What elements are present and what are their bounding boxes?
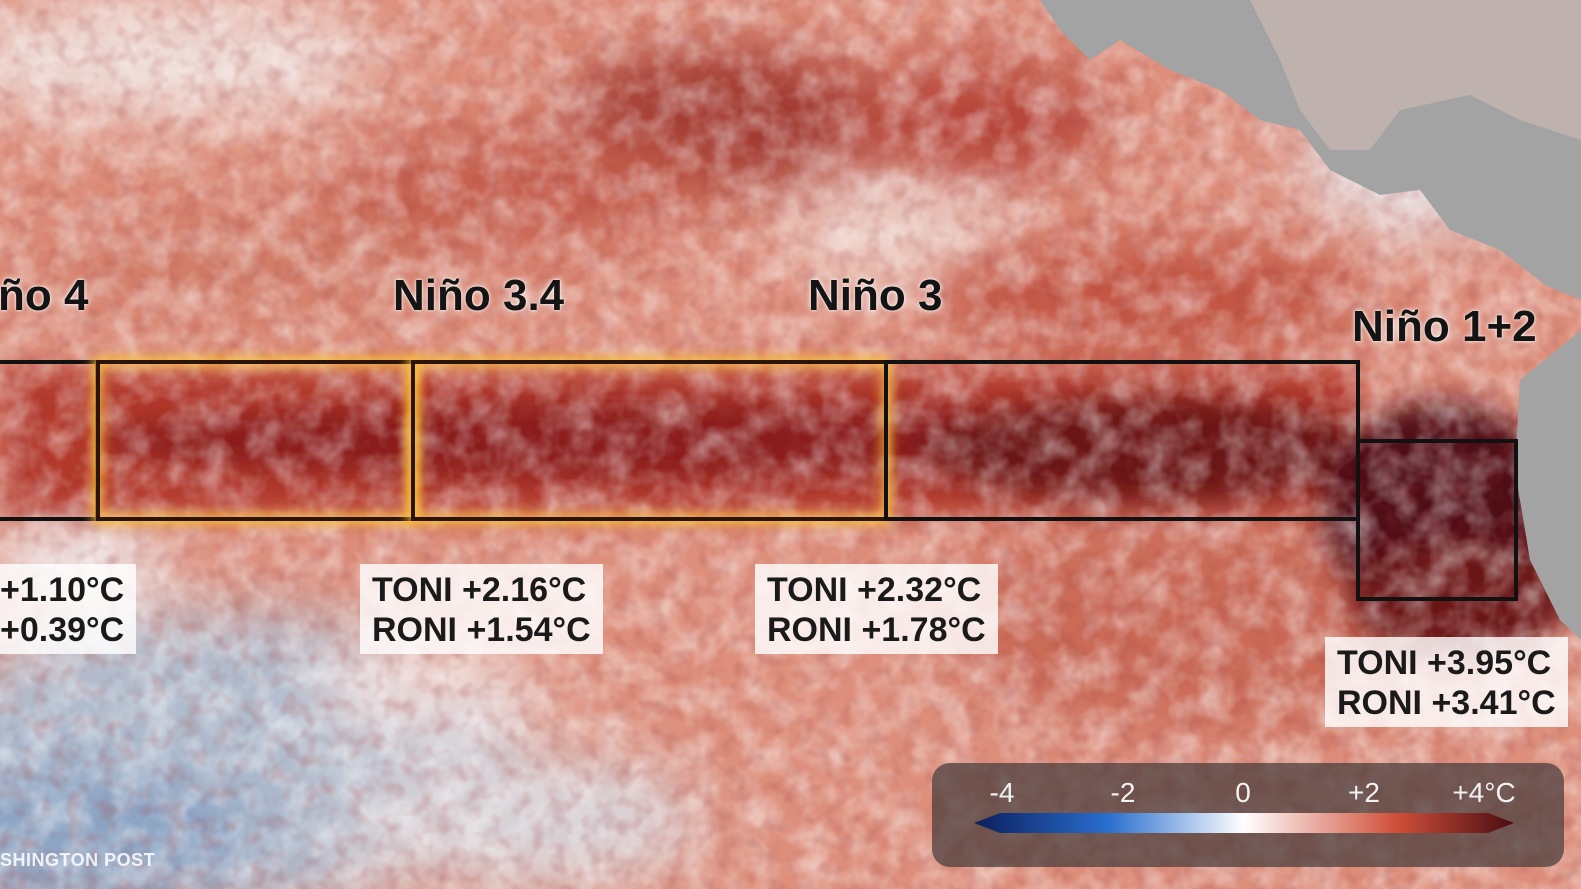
nino34-title: Niño 3.4 [393,271,565,320]
nino12-box [1356,439,1518,601]
nino3-stats: TONI +2.32°C RONI +1.78°C [755,564,998,654]
nino34-roni: RONI +1.54°C [372,611,591,649]
nino12-title: Niño 1+2 [1352,302,1537,351]
color-scale-legend: -4 -2 0 +2 +4°C [932,763,1564,867]
nino4-stats: +1.10°C +0.39°C [0,564,137,654]
nino34-stats: TONI +2.16°C RONI +1.54°C [360,564,603,654]
nino12-roni: RONI +3.41°C [1337,684,1556,722]
nino4-box [0,360,99,521]
legend-tick-minus2: -2 [1110,777,1136,808]
nino12-stats: TONI +3.95°C RONI +3.41°C [1325,637,1568,727]
nino12-toni: TONI +3.95°C [1337,644,1552,682]
land-south-america [1515,330,1581,640]
nino4-toni: +1.10°C [0,571,125,609]
nino3-roni: RONI +1.78°C [767,611,986,649]
nino3-box [884,360,1360,521]
legend-color-bar [974,813,1514,833]
nino3-title: Niño 3 [808,271,943,320]
nino4-title: ño 4 [0,271,89,320]
nino34-box-east [411,360,888,521]
nino34-toni: TONI +2.16°C [372,571,587,609]
legend-tick-zero: 0 [1235,777,1251,808]
nino4-roni: +0.39°C [0,611,125,649]
nino34-box-west [96,360,415,521]
legend-tick-plus2: +2 [1348,777,1380,808]
source-credit: SHINGTON POST [0,850,156,870]
legend-tick-minus4: -4 [989,777,1015,808]
nino3-toni: TONI +2.32°C [767,571,982,609]
land-gulf [1250,0,1581,150]
legend-tick-plus4: +4°C [1452,777,1516,808]
